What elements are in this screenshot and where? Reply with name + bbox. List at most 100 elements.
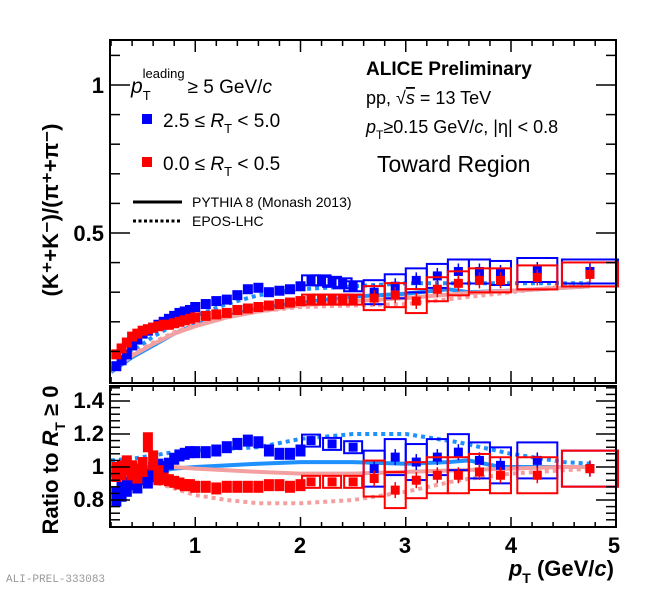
kinematic-cuts-eta: , |η| < 0.8 [483,117,558,137]
x-axis-title-unit: (GeV/ [531,556,595,581]
data-point [232,482,242,492]
main-panel-data [109,257,619,374]
systematic-box [322,436,343,451]
legend-selection-sup: leading [143,66,185,81]
ratio-panel-data [110,432,619,510]
data-point [243,436,253,446]
legend-entry-var: R [210,111,224,132]
data-point [495,470,505,480]
xtick-label: 1 [189,533,201,558]
data-point [201,299,211,309]
data-point [253,302,263,312]
data-point [285,298,295,308]
legend-entry-pre: 0.0 ≤ [163,154,210,175]
legend-selection: pTleading≥ 5 GeV/c [130,66,272,103]
data-point [153,470,163,480]
data-point [190,312,200,322]
data-point [432,470,442,480]
data-point [164,314,174,324]
data-point [369,474,379,484]
legend-selection-p: p [130,75,143,98]
data-point [369,464,379,474]
data-point [201,447,211,457]
data-point [285,284,295,294]
data-point [153,321,163,331]
data-point [164,475,174,485]
data-point [111,467,121,477]
collision-system: pp, √s = 13 TeV [366,88,491,108]
legend-marker-red [142,157,152,167]
data-point [474,467,484,477]
data-point [132,335,142,345]
data-point [338,295,348,305]
data-point [185,480,195,490]
legend-entry-pre: 2.5 ≤ [163,111,210,132]
data-point [306,295,316,305]
ratio-y-axis-title-var: R [38,431,63,447]
data-point [474,275,484,285]
data-point [532,455,542,465]
systematic-box [301,433,322,448]
data-point [348,477,358,487]
data-point [474,266,484,276]
data-point [117,465,127,475]
data-point [348,442,358,452]
data-point [369,293,379,303]
collision-system-post: = 13 TeV [415,88,491,108]
data-point [117,343,127,353]
data-point [327,477,337,487]
legend-marker-blue [142,114,152,124]
data-point [264,480,274,490]
data-point [274,480,284,490]
data-point [148,455,158,465]
data-point [296,480,305,490]
legend-selection-c: c [262,77,272,98]
epos-curve [110,432,591,466]
data-point [264,446,274,455]
data-point [174,308,184,318]
data-point [132,469,142,479]
data-point [348,295,358,305]
kinematic-cuts-p: p [365,117,376,137]
data-point [211,483,221,493]
xtick-label: 4 [505,533,518,558]
data-point [264,287,274,297]
data-point [211,309,221,319]
data-point [127,465,137,475]
data-point [180,315,190,325]
data-point [190,482,200,492]
data-point [138,326,148,336]
ratio-ytick-label: 1 [92,454,104,479]
data-point [122,338,132,348]
data-point [185,447,195,457]
systematic-box [343,293,364,306]
data-point [190,302,200,312]
legend-selection-rest: ≥ 5 GeV/ [188,77,264,98]
legend-entry-low-rt: 0.0 ≤ RT < 0.5 [163,154,280,179]
data-point [306,436,316,446]
data-point [432,284,442,294]
data-point [532,272,542,282]
data-point [243,284,253,294]
ratio-y-axis-title-post: ≥ 0 [38,386,63,423]
systematic-box [343,440,364,455]
data-point [274,299,284,309]
ratio-ytick-label: 0.8 [73,487,104,512]
data-point [327,439,337,449]
ratio-y-axis-title: Ratio to RT ≥ 0 [38,386,68,535]
data-point [453,278,463,288]
ratio-y-axis-title-pre: Ratio to [38,447,63,535]
data-point [411,475,421,485]
xtick-label: 5 [608,533,620,558]
data-point [411,275,421,285]
data-point [317,275,327,285]
data-point [253,283,263,293]
data-point [390,281,400,291]
legend-epos: EPOS-LHC [192,213,264,229]
data-point [132,329,142,339]
data-point [122,482,132,492]
data-point [390,290,400,300]
data-point [201,311,211,321]
data-point [296,446,305,455]
main-ytick-label: 0.5 [73,221,104,246]
